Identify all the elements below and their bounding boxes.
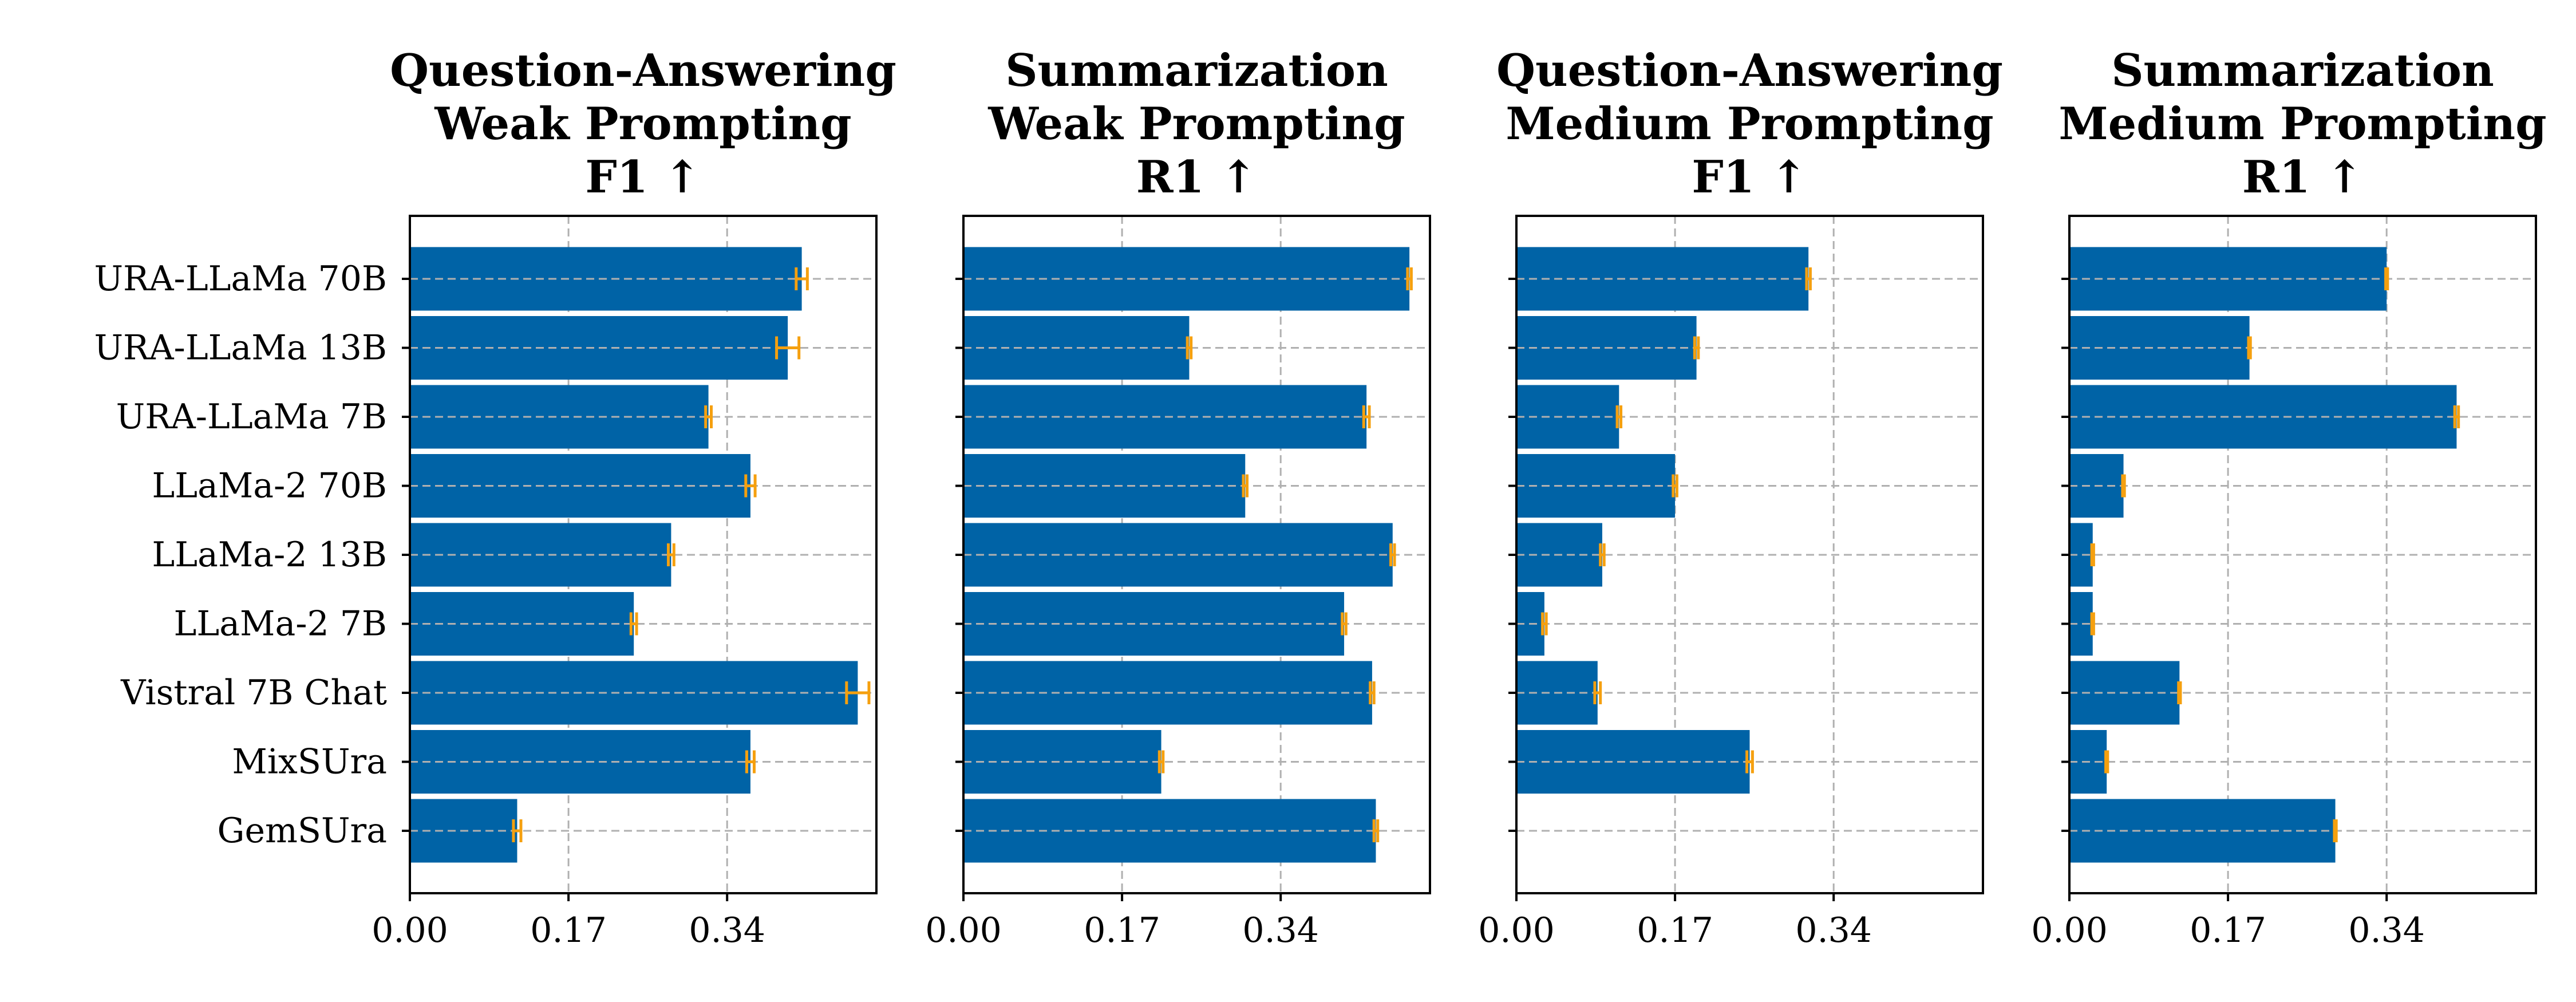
x-tick-label: 0.17 — [530, 910, 607, 950]
chart-title-line: Medium Prompting — [1506, 98, 1993, 150]
chart-title-line: R1 ↑ — [2242, 151, 2364, 203]
x-tick-label: 0.34 — [1795, 910, 1872, 950]
chart-title-line: Summarization — [1005, 45, 1388, 97]
x-tick-label: 0.00 — [925, 910, 1002, 950]
x-tick-label: 0.17 — [1637, 910, 1713, 950]
y-tick-label: MixSUra — [232, 742, 387, 782]
chart-title-line: Summarization — [2111, 45, 2494, 97]
y-tick-label: URA-LLaMa 70B — [94, 259, 387, 299]
axes-frame — [409, 215, 878, 894]
x-tick-label: 0.00 — [372, 910, 448, 950]
chart-title-line: Question-Answering — [390, 45, 896, 97]
y-tick-label: URA-LLaMa 13B — [94, 328, 387, 368]
y-tick-label: Vistral 7B Chat — [120, 673, 387, 713]
x-tick-label: 0.17 — [2190, 910, 2266, 950]
chart-title-line: Weak Prompting — [434, 98, 851, 150]
chart-title-line: F1 ↑ — [1692, 151, 1807, 203]
bar — [410, 592, 634, 656]
y-tick-label: URA-LLaMa 7B — [116, 397, 387, 437]
chart-title-line: Question-Answering — [1496, 45, 2003, 97]
x-tick-label: 0.17 — [1084, 910, 1160, 950]
y-tick-label: LLaMa-2 13B — [152, 535, 387, 575]
x-tick-label: 0.00 — [2031, 910, 2108, 950]
chart-title-line: Medium Prompting — [2059, 98, 2546, 150]
chart-title-line: Weak Prompting — [987, 98, 1405, 150]
x-tick-label: 0.00 — [1478, 910, 1555, 950]
x-tick-label: 0.34 — [689, 910, 765, 950]
chart-title-line: R1 ↑ — [1136, 151, 1258, 203]
y-tick-label: LLaMa-2 7B — [174, 604, 387, 644]
x-tick-label: 0.34 — [2348, 910, 2425, 950]
y-tick-label: LLaMa-2 70B — [152, 466, 387, 506]
y-tick-label: GemSUra — [218, 811, 387, 851]
axes-frame — [1515, 215, 1984, 894]
axes-frame — [962, 215, 1431, 894]
bar — [410, 385, 709, 449]
bar — [963, 316, 1190, 380]
x-tick-label: 0.34 — [1242, 910, 1319, 950]
axes-frame — [2068, 215, 2537, 894]
chart-title-line: F1 ↑ — [585, 151, 701, 203]
